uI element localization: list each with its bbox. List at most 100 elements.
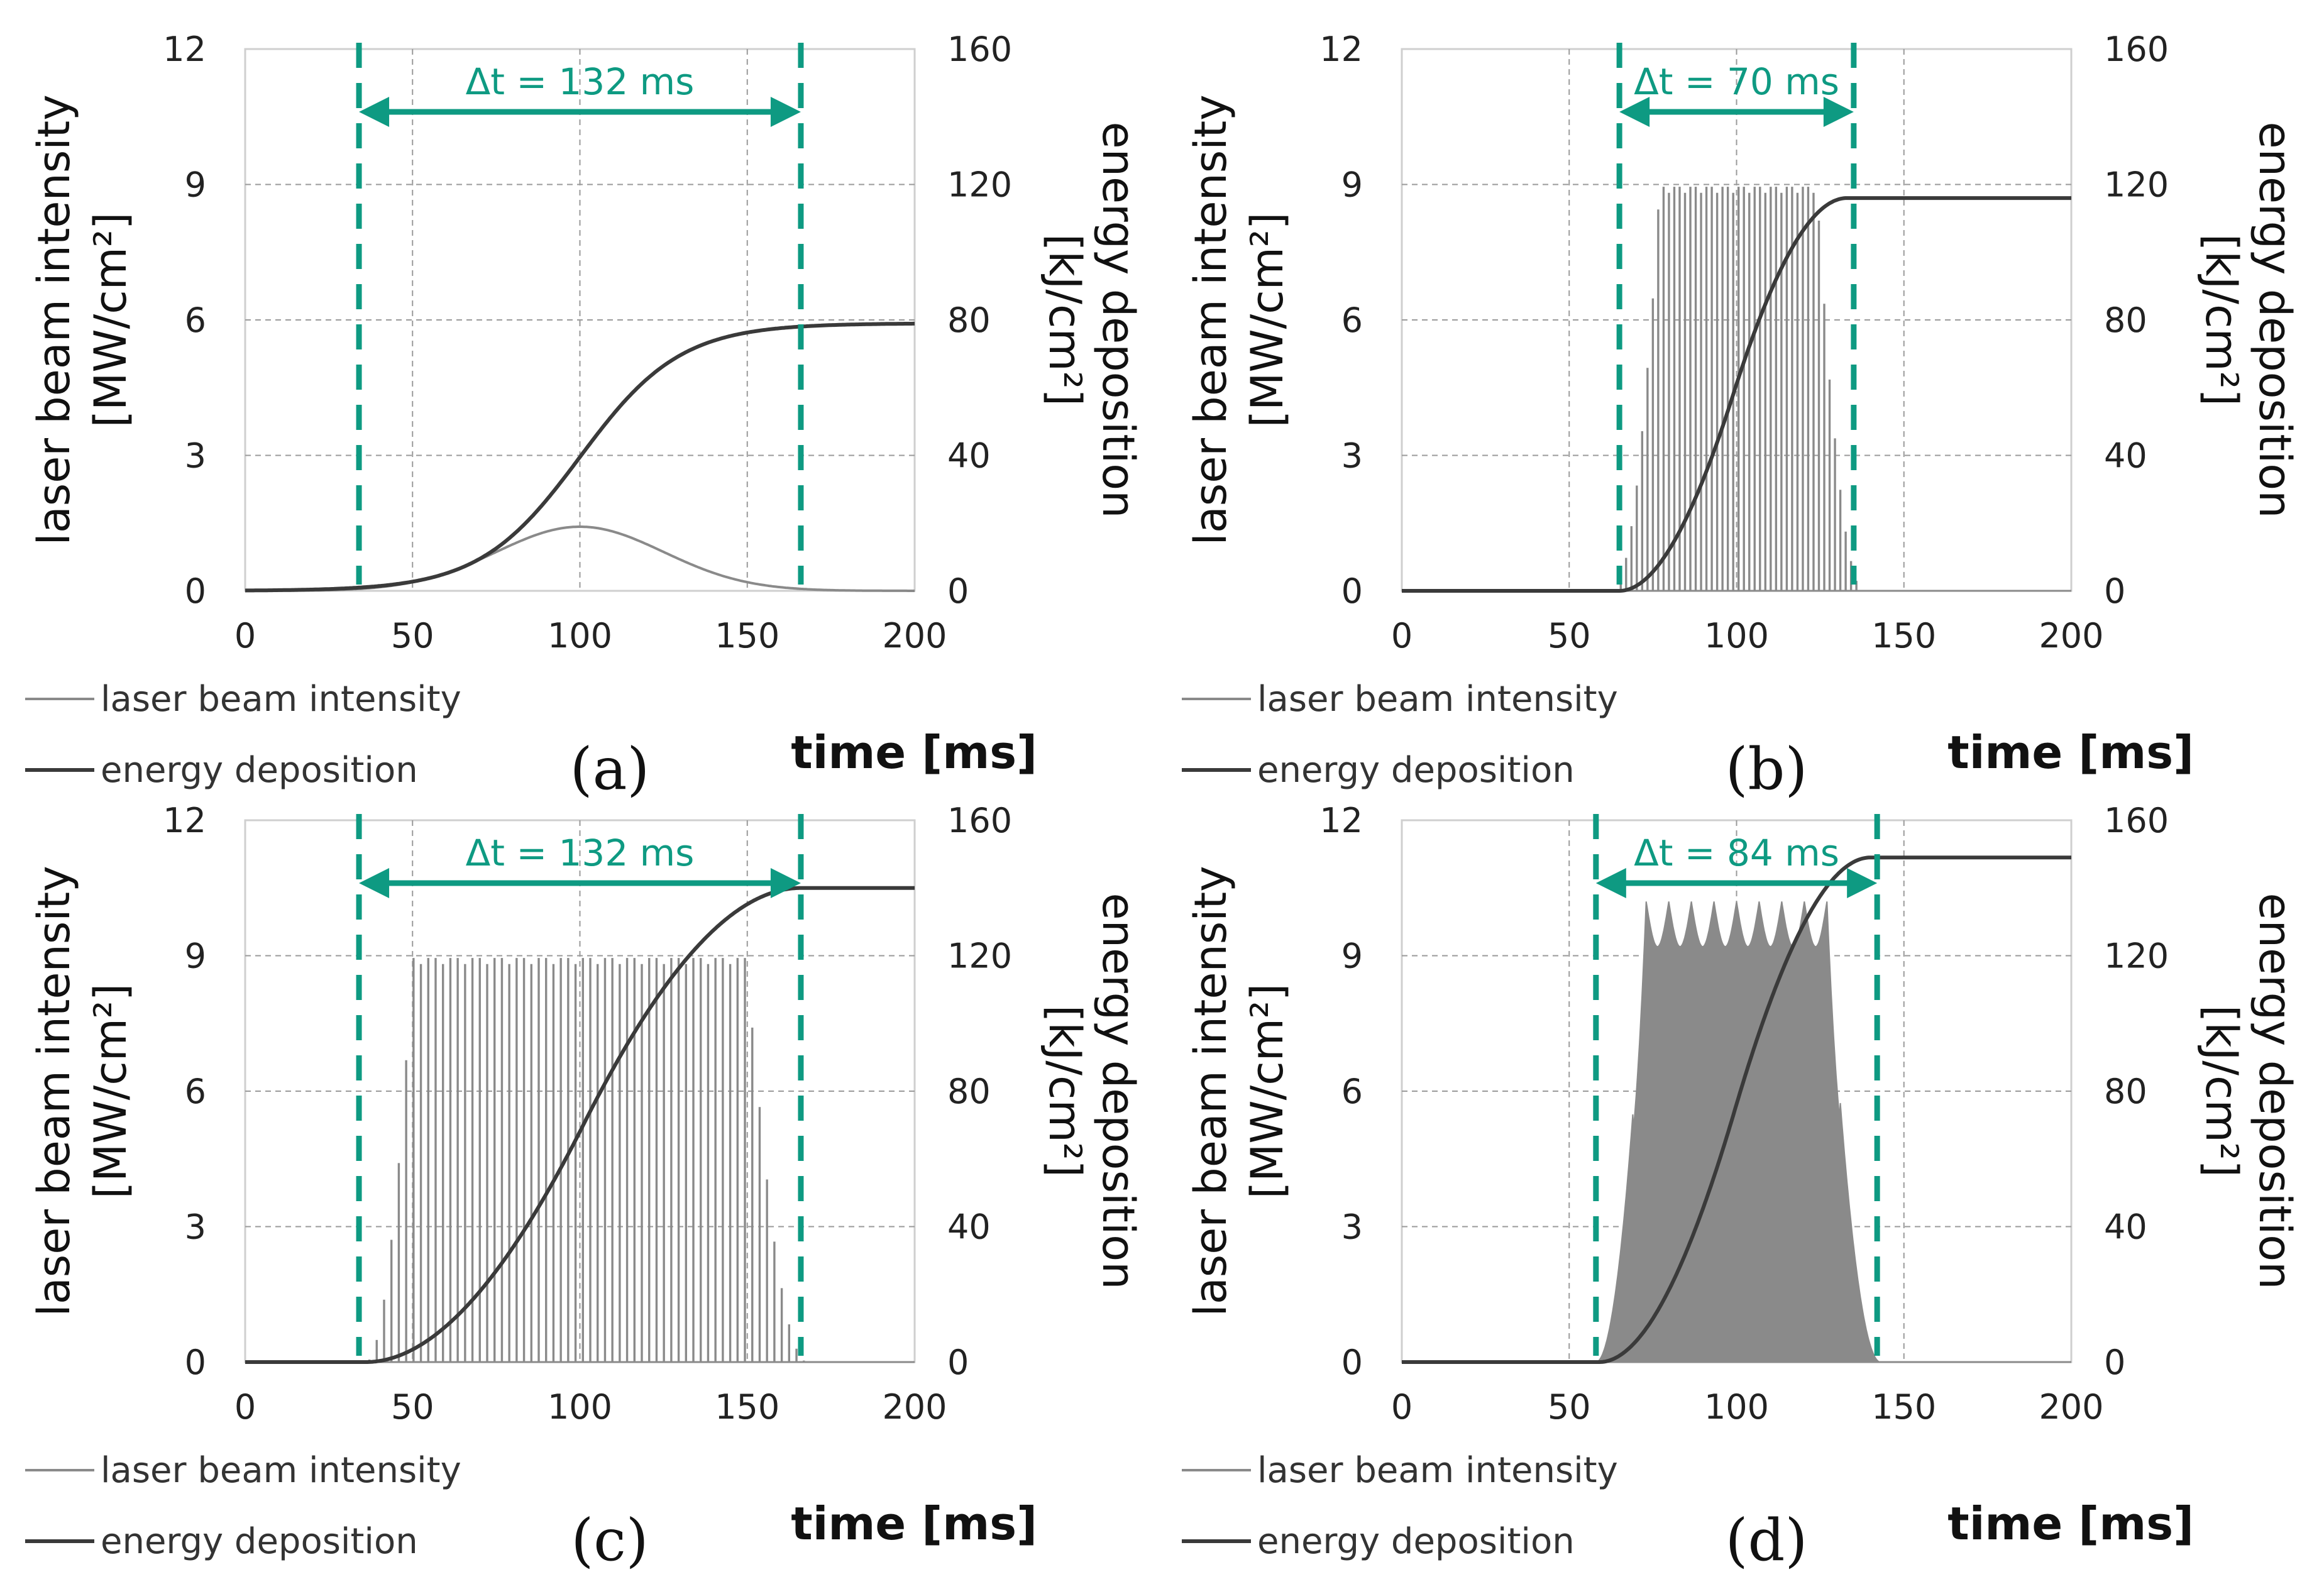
y-right-axis-title: energy deposition xyxy=(1093,893,1144,1290)
panel-label: (a) xyxy=(570,735,650,803)
legend-label-energy: energy deposition xyxy=(101,1521,418,1562)
x-tick-label: 100 xyxy=(548,616,612,656)
y-left-tick-label: 3 xyxy=(185,436,206,476)
y-right-tick-label: 80 xyxy=(947,300,991,340)
y-left-tick-label: 9 xyxy=(1341,165,1363,205)
legend-label-intensity: laser beam intensity xyxy=(1257,679,1618,720)
y-right-tick-label: 160 xyxy=(947,801,1012,840)
x-tick-label: 0 xyxy=(1391,1387,1413,1427)
y-right-tick-label: 0 xyxy=(947,1343,969,1382)
y-left-tick-label: 9 xyxy=(185,937,206,976)
y-right-tick-label: 0 xyxy=(2104,1343,2125,1382)
y-left-tick-label: 0 xyxy=(185,571,206,611)
x-tick-label: 50 xyxy=(391,616,434,656)
delta-t-label: Δt = 132 ms xyxy=(466,60,695,103)
x-tick-label: 150 xyxy=(1871,1387,1936,1427)
y-right-tick-label: 120 xyxy=(947,165,1012,205)
y-left-tick-label: 0 xyxy=(1341,1343,1363,1382)
x-tick-label: 150 xyxy=(715,1387,779,1427)
legend-label-intensity: laser beam intensity xyxy=(101,1450,461,1491)
x-tick-label: 150 xyxy=(715,616,779,656)
y-right-tick-label: 120 xyxy=(2104,165,2169,205)
x-tick-label: 50 xyxy=(391,1387,434,1427)
y-left-tick-label: 6 xyxy=(185,300,206,340)
y-left-axis-title: laser beam intensity xyxy=(1185,94,1236,545)
y-left-tick-label: 12 xyxy=(163,801,206,840)
panel-label: (d) xyxy=(1726,1507,1808,1574)
delta-t-arrowhead-left xyxy=(1619,97,1650,127)
x-tick-label: 200 xyxy=(882,1387,947,1427)
y-left-tick-label: 0 xyxy=(1341,571,1363,611)
x-tick-label: 50 xyxy=(1548,616,1591,656)
x-axis-title: time [ms] xyxy=(1947,1497,2194,1550)
y-right-tick-label: 80 xyxy=(2104,1072,2147,1111)
x-axis-title: time [ms] xyxy=(791,726,1037,779)
x-axis-title: time [ms] xyxy=(791,1497,1037,1550)
y-left-tick-label: 6 xyxy=(185,1072,206,1111)
x-tick-label: 100 xyxy=(548,1387,612,1427)
y-right-axis-unit: [kJ/cm²] xyxy=(1039,234,1091,406)
x-tick-label: 0 xyxy=(234,1387,256,1427)
x-tick-label: 0 xyxy=(1391,616,1413,656)
y-left-tick-label: 3 xyxy=(1341,1207,1363,1247)
y-right-tick-label: 40 xyxy=(2104,1207,2147,1247)
y-right-axis-title: energy deposition xyxy=(2249,893,2301,1290)
x-tick-label: 200 xyxy=(882,616,947,656)
y-right-axis-unit: [kJ/cm²] xyxy=(1039,1005,1091,1177)
legend-label-intensity: laser beam intensity xyxy=(101,679,461,720)
legend-label-energy: energy deposition xyxy=(1257,750,1575,791)
x-tick-label: 200 xyxy=(2039,616,2103,656)
y-left-tick-label: 3 xyxy=(1341,436,1363,476)
y-right-tick-label: 160 xyxy=(2104,30,2169,69)
energy-deposition-line xyxy=(1402,855,2071,1364)
energy-deposition-line xyxy=(245,886,915,1364)
y-left-axis-title: laser beam intensity xyxy=(28,866,80,1316)
y-right-axis-title: energy deposition xyxy=(2249,122,2301,519)
legend-label-intensity: laser beam intensity xyxy=(1257,1450,1618,1491)
y-right-axis-title: energy deposition xyxy=(1093,122,1144,519)
legend-label-energy: energy deposition xyxy=(1257,1521,1575,1562)
y-left-tick-label: 3 xyxy=(185,1207,206,1247)
y-left-axis-unit: [MW/cm²] xyxy=(85,212,136,428)
y-left-tick-label: 6 xyxy=(1341,300,1363,340)
delta-t-arrowhead-right xyxy=(770,97,801,127)
y-right-tick-label: 40 xyxy=(947,436,991,476)
energy-deposition-line xyxy=(1402,196,2071,593)
y-right-tick-label: 80 xyxy=(2104,300,2147,340)
y-right-tick-label: 80 xyxy=(947,1072,991,1111)
x-tick-label: 100 xyxy=(1704,616,1769,656)
x-axis-title: time [ms] xyxy=(1947,726,2194,779)
y-left-tick-label: 6 xyxy=(1341,1072,1363,1111)
y-right-axis-unit: [kJ/cm²] xyxy=(2196,1005,2247,1177)
panel-label: (b) xyxy=(1726,735,1808,803)
x-tick-label: 200 xyxy=(2039,1387,2103,1427)
x-tick-label: 100 xyxy=(1704,1387,1769,1427)
y-left-axis-title: laser beam intensity xyxy=(1185,866,1236,1316)
y-right-tick-label: 160 xyxy=(2104,801,2169,840)
y-left-tick-label: 0 xyxy=(185,1343,206,1382)
x-tick-label: 150 xyxy=(1871,616,1936,656)
delta-t-label: Δt = 84 ms xyxy=(1634,832,1839,874)
delta-t-arrowhead-right xyxy=(1823,97,1854,127)
legend-label-energy: energy deposition xyxy=(101,750,418,791)
panel-label: (c) xyxy=(571,1507,648,1574)
x-tick-label: 0 xyxy=(234,616,256,656)
y-left-axis-unit: [MW/cm²] xyxy=(1242,984,1293,1199)
y-left-tick-label: 12 xyxy=(1319,30,1363,69)
y-left-axis-unit: [MW/cm²] xyxy=(1242,212,1293,428)
y-left-tick-label: 9 xyxy=(185,165,206,205)
y-left-axis-unit: [MW/cm²] xyxy=(85,984,136,1199)
delta-t-arrowhead-right xyxy=(770,868,801,898)
y-right-tick-label: 40 xyxy=(947,1207,991,1247)
y-right-tick-label: 120 xyxy=(2104,937,2169,976)
y-right-axis-unit: [kJ/cm²] xyxy=(2196,234,2247,406)
y-left-tick-label: 12 xyxy=(1319,801,1363,840)
y-left-axis-title: laser beam intensity xyxy=(28,94,80,545)
delta-t-label: Δt = 70 ms xyxy=(1634,60,1839,103)
y-right-tick-label: 120 xyxy=(947,937,1012,976)
delta-t-label: Δt = 132 ms xyxy=(466,832,695,874)
